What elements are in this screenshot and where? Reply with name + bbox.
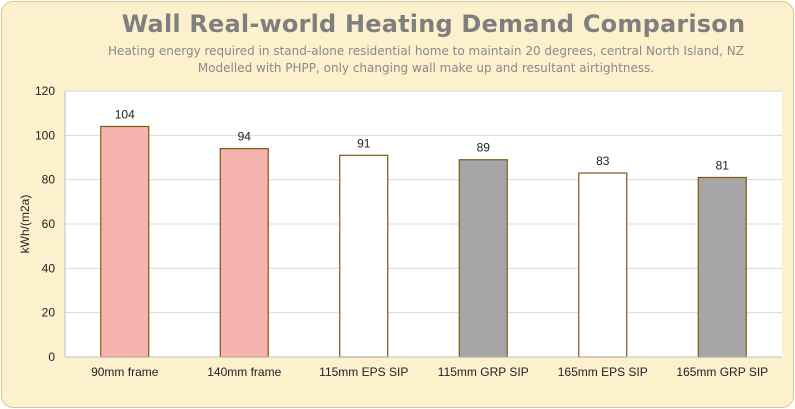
y-tick-label: 20 bbox=[42, 306, 56, 320]
y-tick-label: 60 bbox=[42, 217, 56, 231]
x-axis-labels: 90mm frame 140mm frame 115mm EPS SIP 115mm … bbox=[91, 365, 768, 379]
y-tick-label: 0 bbox=[48, 350, 55, 364]
chart-subtitle-line-2: Modelled with PHPP, only changing wall m… bbox=[197, 61, 655, 75]
bar bbox=[100, 125, 150, 358]
data-label: 83 bbox=[596, 154, 610, 168]
bar bbox=[697, 176, 747, 358]
data-labels: 104 94 91 89 83 81 bbox=[115, 107, 730, 172]
x-tick-label: 115mm EPS SIP bbox=[319, 365, 408, 379]
y-tick-label: 40 bbox=[42, 261, 56, 275]
bar bbox=[339, 154, 389, 358]
data-label: 81 bbox=[716, 158, 730, 172]
bar bbox=[219, 148, 269, 358]
x-tick-label: 165mm GRP SIP bbox=[676, 365, 768, 379]
x-tick-label: 140mm frame bbox=[207, 365, 281, 379]
data-label: 94 bbox=[238, 130, 252, 144]
data-label: 89 bbox=[477, 141, 491, 155]
x-tick-label: 115mm GRP SIP bbox=[438, 365, 529, 379]
data-label: 104 bbox=[115, 107, 135, 121]
bars bbox=[100, 125, 747, 358]
bar bbox=[458, 159, 508, 358]
chart-subtitle-line-1: Heating energy required in stand-alone r… bbox=[108, 44, 744, 58]
gridlines bbox=[65, 90, 782, 314]
y-axis-label: kWh/(m2a) bbox=[18, 195, 32, 254]
y-tick-label: 120 bbox=[35, 84, 55, 98]
chart-title: Wall Real-world Heating Demand Compariso… bbox=[121, 10, 746, 38]
y-tick-label: 100 bbox=[35, 128, 55, 142]
x-tick-label: 90mm frame bbox=[91, 365, 159, 379]
y-axis-ticks: 0 20 40 60 80 100 120 bbox=[35, 84, 55, 364]
y-tick-label: 80 bbox=[42, 173, 56, 187]
data-label: 91 bbox=[357, 136, 371, 150]
bar bbox=[578, 172, 628, 358]
x-tick-label: 165mm EPS SIP bbox=[558, 365, 648, 379]
